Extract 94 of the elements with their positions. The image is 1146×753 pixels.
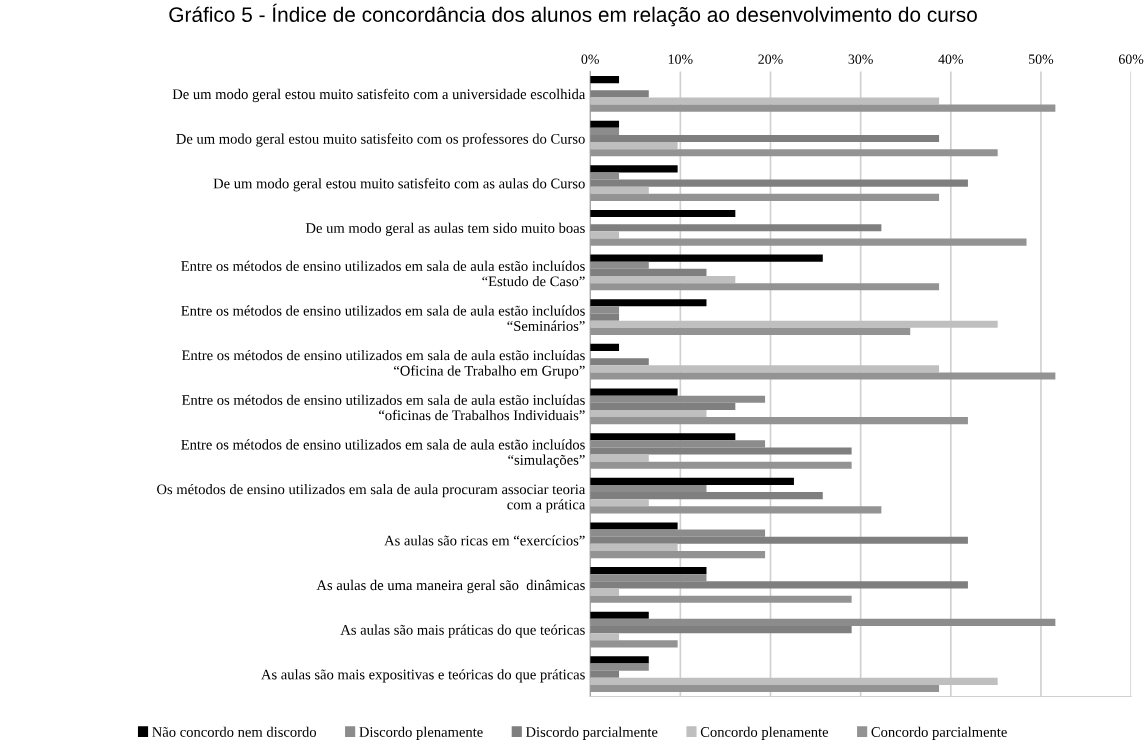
bar bbox=[590, 684, 940, 693]
bar bbox=[590, 656, 649, 664]
x-tick-label: 30% bbox=[848, 54, 873, 64]
bar bbox=[590, 581, 968, 589]
legend-label: Não concordo nem discordo bbox=[152, 726, 317, 737]
bar bbox=[590, 97, 940, 105]
bar bbox=[590, 595, 852, 603]
bar bbox=[590, 536, 968, 544]
bar bbox=[590, 299, 707, 307]
y-tick-label: As aulas são ricas em “exercícios” bbox=[384, 535, 585, 546]
bar bbox=[590, 209, 736, 218]
bar bbox=[590, 372, 1056, 380]
bar bbox=[590, 193, 940, 201]
bar bbox=[590, 179, 968, 187]
bar bbox=[590, 522, 678, 530]
chart-title: Gráfico 5 - Índice de concordância dos alunos em relação ao desenvolvimento do curso bbox=[169, 3, 977, 27]
bar bbox=[590, 529, 766, 537]
bar bbox=[590, 142, 678, 150]
bar bbox=[590, 104, 1056, 112]
bar bbox=[590, 149, 998, 157]
bar bbox=[590, 663, 649, 671]
x-tick-label: 60% bbox=[1118, 54, 1144, 64]
bar bbox=[590, 611, 649, 619]
bar bbox=[590, 574, 707, 582]
bar bbox=[590, 306, 620, 314]
bar bbox=[590, 365, 940, 373]
bar bbox=[590, 550, 766, 559]
legend-label: Discordo parcialmente bbox=[525, 726, 658, 740]
y-tick-label: Entre os métodos de ensino utilizados em sala de aula estão incluídas “Oficina de Trabalho em Grupo” bbox=[181, 349, 585, 379]
bar bbox=[590, 409, 707, 418]
bar bbox=[590, 506, 882, 514]
bar bbox=[590, 231, 620, 239]
legend-label: Concordo parcialmente bbox=[871, 726, 1007, 740]
bar bbox=[590, 238, 1027, 246]
x-tick-label: 0% bbox=[581, 54, 599, 64]
y-tick-label: De um modo geral estou muito satisfeito com os professores do Curso bbox=[176, 133, 585, 147]
bar bbox=[590, 588, 620, 596]
bar bbox=[590, 268, 707, 276]
y-tick-label: Entre os métodos de ensino utilizados em sala de aula estão incluídos “simulações” bbox=[181, 439, 585, 468]
bar bbox=[590, 276, 736, 284]
y-tick-label: As aulas são mais práticas do que teóricas bbox=[340, 624, 585, 638]
bar bbox=[590, 440, 766, 448]
y-tick-label: Entre os métodos de ensino utilizados em sala de aula estão incluídas “oficinas de Trabalhos Individuais” bbox=[181, 394, 585, 421]
bar bbox=[590, 320, 998, 328]
bar bbox=[590, 543, 678, 551]
bar bbox=[590, 358, 649, 366]
bar bbox=[590, 172, 620, 180]
bar bbox=[590, 454, 649, 462]
bar bbox=[590, 388, 678, 396]
bar bbox=[590, 186, 649, 194]
bar bbox=[590, 670, 620, 678]
bar bbox=[590, 261, 649, 269]
bar bbox=[590, 327, 911, 335]
bar bbox=[590, 640, 678, 648]
bar bbox=[590, 76, 620, 84]
bar bbox=[590, 461, 852, 469]
bar bbox=[590, 677, 998, 685]
bar bbox=[590, 224, 882, 232]
bar bbox=[590, 433, 736, 441]
bar bbox=[590, 313, 620, 321]
bar bbox=[590, 417, 968, 425]
y-tick-label: De um modo geral as aulas tem sido muito boas bbox=[305, 222, 585, 236]
bar bbox=[590, 254, 823, 262]
bar bbox=[590, 567, 707, 575]
x-tick-label: 50% bbox=[1029, 54, 1054, 64]
y-tick-label: As aulas de uma maneira geral são dinâmicas bbox=[316, 579, 585, 594]
y-tick-label: De um modo geral estou muito satisfeito com a universidade escolhida bbox=[172, 88, 586, 103]
bar bbox=[590, 127, 620, 135]
bar bbox=[590, 477, 794, 485]
bar bbox=[590, 484, 707, 493]
x-tick-label: 10% bbox=[668, 54, 693, 64]
x-tick-label: 20% bbox=[758, 54, 783, 64]
bar bbox=[590, 618, 1056, 626]
bar bbox=[590, 90, 649, 98]
bar bbox=[590, 633, 620, 641]
x-tick-label: 40% bbox=[938, 54, 964, 64]
legend-label: Concordo plenamente bbox=[700, 726, 829, 740]
bar bbox=[590, 134, 940, 143]
y-tick-label: Entre os métodos de ensino utilizados em sala de aula estão incluídos “Estudo de Caso” bbox=[181, 260, 585, 287]
bar bbox=[590, 165, 678, 173]
bar bbox=[590, 395, 766, 403]
legend-label: Discordo plenamente bbox=[359, 726, 483, 740]
bar bbox=[590, 343, 620, 351]
bar bbox=[590, 625, 852, 634]
bar bbox=[590, 492, 823, 500]
bar bbox=[590, 499, 649, 507]
y-tick-label: As aulas são mais expositivas e teóricas do que práticas bbox=[261, 669, 585, 683]
bar bbox=[590, 447, 852, 455]
bar bbox=[590, 283, 940, 291]
bar bbox=[590, 402, 736, 410]
y-tick-label: De um modo geral estou muito satisfeito com as aulas do Curso bbox=[213, 178, 585, 192]
bar bbox=[590, 120, 620, 128]
y-tick-label: Entre os métodos de ensino utilizados em sala de aula estão incluídos “Seminários” bbox=[181, 305, 585, 331]
y-tick-label: Os métodos de ensino utilizados em sala de aula procuram associar teoria com a prática bbox=[157, 483, 586, 513]
